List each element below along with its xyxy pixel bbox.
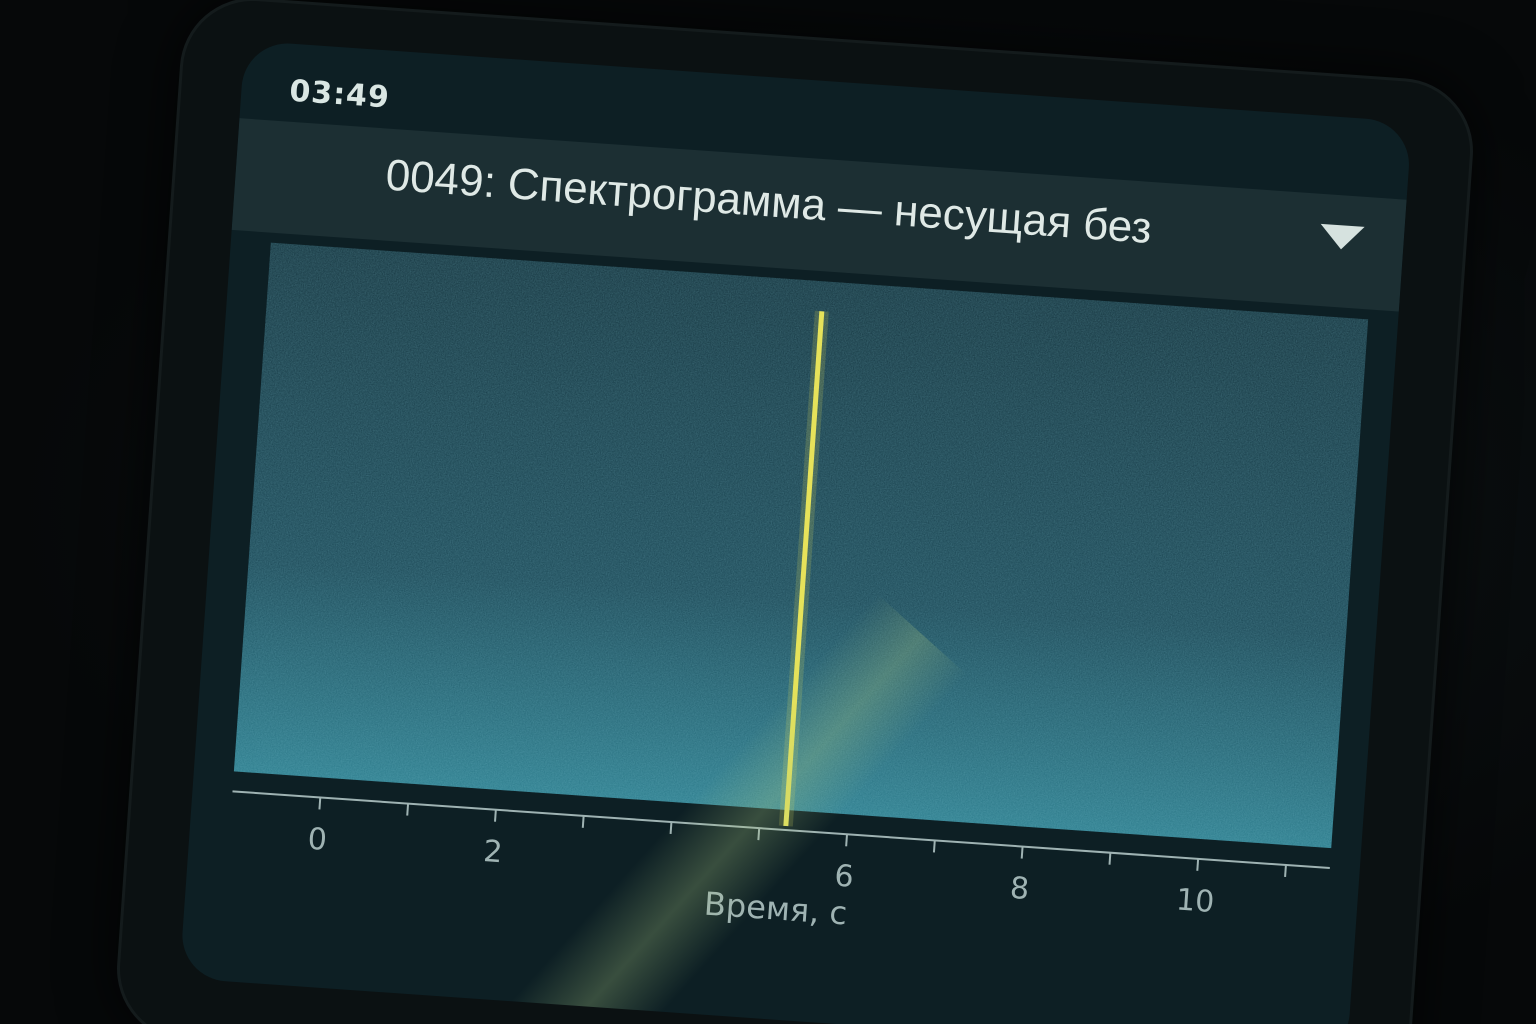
x-tick-mark (1108, 852, 1112, 865)
x-tick-mark (318, 797, 322, 810)
x-tick-label: 10 (1175, 882, 1216, 920)
x-tick-mark (494, 809, 497, 822)
spectrogram-noise (233, 242, 1369, 849)
x-tick-label: 0 (307, 822, 328, 858)
status-time: 03:49 (288, 73, 391, 116)
x-tick-mark (406, 803, 410, 816)
device-frame: 03:49 0049: Спектрограмма — несущая без (115, 0, 1475, 1024)
x-tick-mark (845, 834, 848, 847)
x-tick-mark (581, 815, 585, 828)
x-tick-label: 8 (1009, 871, 1030, 907)
x-axis-label: Время, с (703, 885, 849, 933)
x-tick-mark (1020, 846, 1024, 859)
x-tick-mark (1284, 864, 1287, 878)
x-tick-mark (932, 840, 936, 853)
x-tick-label: 6 (833, 859, 854, 895)
x-tick-mark (669, 821, 673, 835)
x-tick-mark (1196, 858, 1200, 871)
carrier-line (783, 311, 825, 827)
spectrogram-svg: 0 2 6 8 10 Время, с (232, 242, 1369, 933)
x-axis-line (232, 790, 1330, 870)
spectrogram-chart: 0 2 6 8 10 Время, с (179, 230, 1398, 1024)
page-title: 0049: Спектрограмма — несущая без (384, 150, 1154, 254)
x-tick-label: 2 (482, 834, 503, 870)
chevron-down-icon[interactable] (1319, 223, 1365, 251)
x-tick-mark (757, 828, 761, 841)
device-screen: 03:49 0049: Спектрограмма — несущая без (179, 40, 1413, 1024)
